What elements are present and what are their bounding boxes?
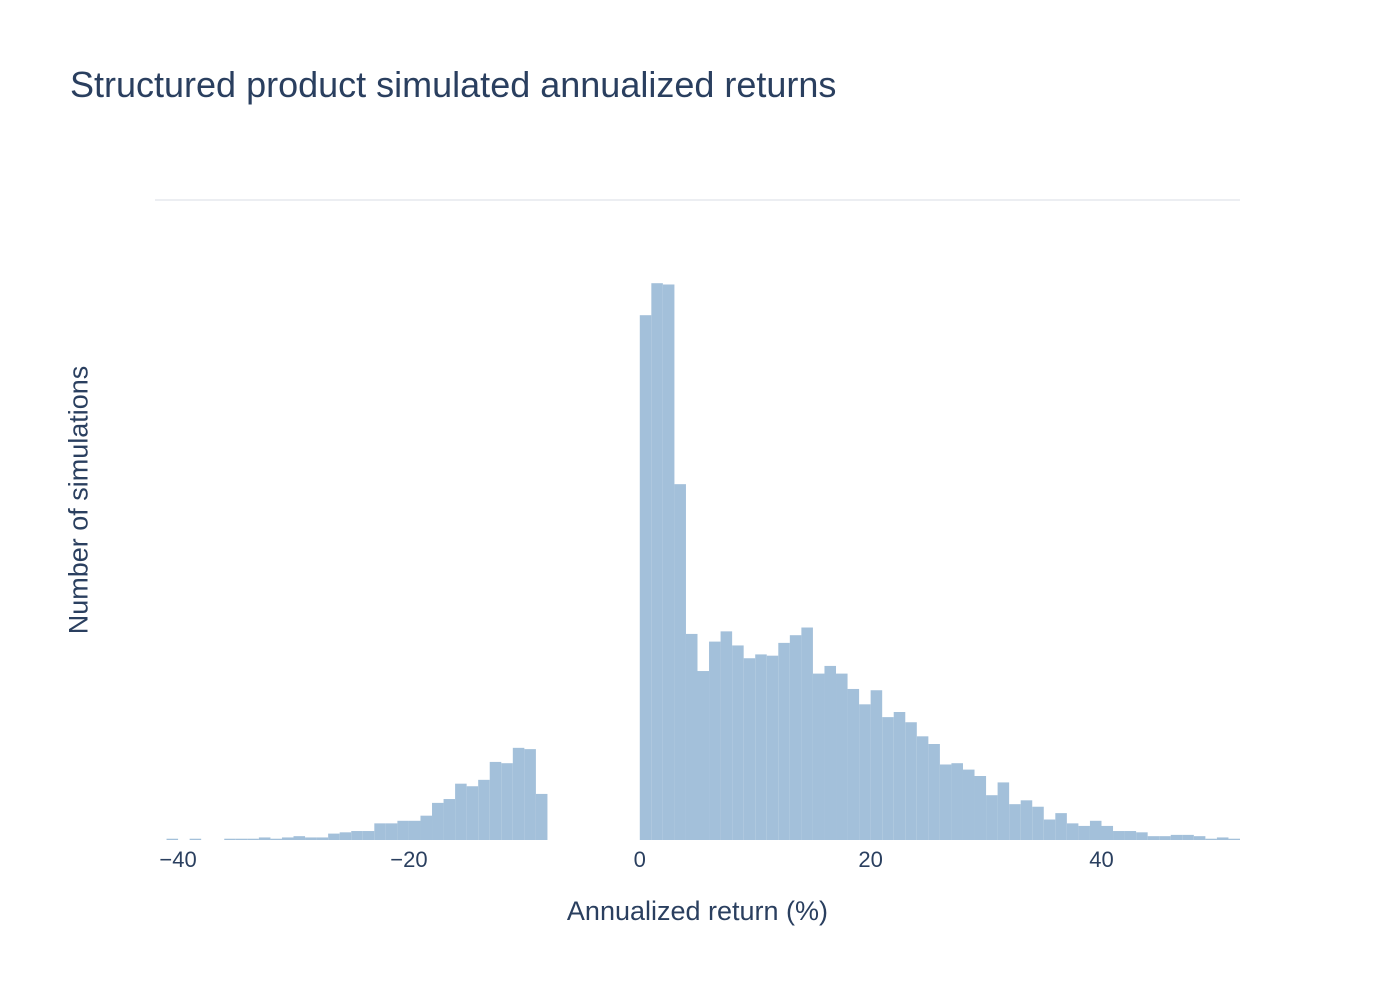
histogram-bar (1101, 825, 1114, 840)
histogram-bar (420, 815, 433, 840)
histogram-bar (270, 838, 282, 840)
histogram-bar (166, 838, 179, 840)
histogram-bar (305, 837, 317, 840)
histogram-bar (662, 284, 675, 841)
histogram-bar (489, 761, 502, 840)
histogram-bar (351, 831, 363, 840)
histogram-bar (1009, 804, 1021, 840)
chart-title: Structured product simulated annualized … (70, 64, 837, 105)
histogram-bar (685, 633, 698, 840)
histogram-bar (870, 690, 883, 840)
histogram-bar (501, 763, 513, 840)
histogram-bar (316, 837, 329, 840)
histogram-bar (1078, 825, 1090, 840)
histogram-bar (1136, 832, 1148, 840)
x-tick-label: 40 (1089, 847, 1113, 872)
histogram-bar (893, 712, 906, 840)
histogram-bar (1147, 836, 1160, 840)
histogram-bar (962, 769, 975, 840)
histogram-bar (928, 744, 940, 840)
histogram-bar (374, 823, 386, 840)
histogram-bar (801, 627, 813, 840)
histogram-bar (997, 782, 1010, 840)
histogram-bar (432, 802, 444, 840)
histogram-bar (639, 315, 652, 840)
histogram-bar (1055, 813, 1067, 840)
histogram-bar (443, 799, 456, 840)
histogram-bar (789, 635, 802, 840)
histogram-bar (455, 783, 467, 840)
histogram-bar (766, 655, 779, 840)
bars-layer (166, 283, 1240, 841)
histogram-bar (1205, 838, 1217, 840)
histogram-bar (328, 833, 340, 840)
histogram-bar (224, 838, 236, 840)
histogram-bar (1170, 834, 1183, 840)
histogram-bar (974, 776, 987, 840)
histogram-bar (651, 283, 663, 840)
histogram-bar (1228, 838, 1240, 840)
histogram-bar (1043, 819, 1056, 840)
histogram-bar (535, 793, 548, 840)
histogram-bar (1124, 831, 1137, 840)
histogram-bar (939, 764, 952, 840)
histogram-bar (755, 654, 767, 840)
histogram-bar (1020, 800, 1033, 840)
x-tick-label: −20 (390, 847, 427, 872)
histogram-bar (882, 717, 894, 840)
y-axis-title: Number of simulations (63, 366, 93, 635)
histogram-bar (1159, 836, 1171, 840)
x-axis-title: Annualized return (%) (567, 896, 828, 926)
histogram-bar (408, 820, 421, 840)
histogram-bar (1113, 831, 1125, 840)
histogram-bar (1032, 806, 1044, 840)
histogram-bar (697, 671, 710, 840)
histogram-bar (1193, 836, 1206, 840)
histogram-bar (916, 736, 929, 840)
histogram-bar (847, 688, 860, 840)
histogram-bar (905, 722, 917, 840)
histogram-bar (709, 641, 721, 840)
histogram-bar (1089, 820, 1102, 840)
histogram-bar (189, 838, 202, 840)
histogram-bar (281, 837, 294, 840)
histogram-bar (293, 836, 306, 840)
histogram-bar (859, 704, 871, 840)
histogram-bar (824, 665, 837, 840)
histogram-bar (674, 484, 686, 840)
histogram-bar (466, 786, 479, 840)
histogram-bar (258, 837, 271, 840)
histogram-bar (1216, 837, 1229, 840)
histogram-bar (362, 831, 375, 840)
histogram-bar (743, 658, 756, 840)
x-tick-label: 0 (634, 847, 646, 872)
histogram-bar (778, 642, 790, 840)
histogram-bar (951, 763, 963, 840)
histogram-bar (478, 779, 490, 840)
x-tick-label: 20 (858, 847, 882, 872)
histogram-bar (986, 795, 998, 840)
x-tick-label: −40 (159, 847, 196, 872)
x-axis-ticks: −40 −20 0 20 40 (159, 847, 1113, 872)
histogram-bar (512, 747, 525, 840)
histogram-bar (812, 673, 825, 840)
histogram-bar (235, 838, 248, 840)
histogram-bar (524, 749, 536, 840)
histogram-bar (1066, 823, 1079, 840)
histogram-bar (385, 823, 398, 840)
histogram-bar (732, 645, 744, 840)
histogram-bar (720, 631, 733, 840)
histogram-bar (1182, 834, 1194, 840)
histogram-bar (339, 832, 352, 840)
histogram-bar (836, 673, 848, 840)
histogram-bar (397, 820, 409, 840)
histogram-bar (247, 838, 259, 840)
